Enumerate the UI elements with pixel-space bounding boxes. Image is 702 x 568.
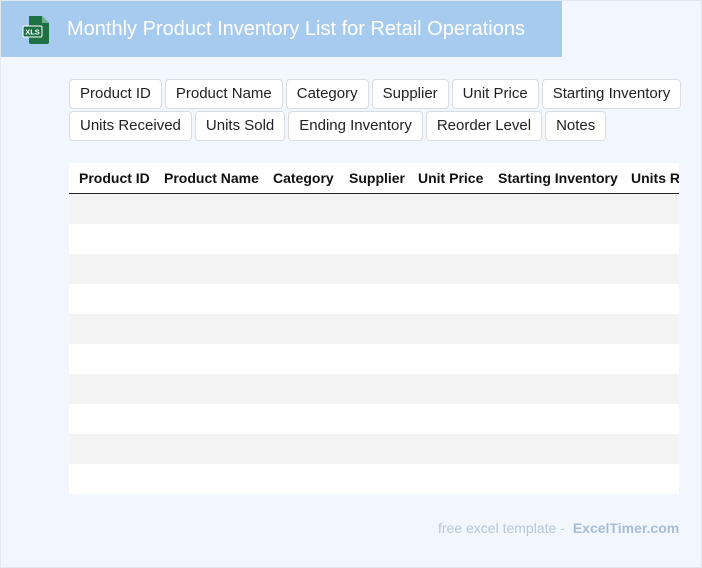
footer-brand-link[interactable]: ExcelTimer.com: [572, 520, 680, 536]
table-row: [69, 284, 679, 314]
column-header-unit-price[interactable]: Unit Price: [418, 170, 484, 186]
inventory-table: Product ID Product Name Category Supplier Un…: [69, 163, 679, 494]
table-row: [69, 404, 679, 434]
field-chip-row: Product ID Product Name Category Supplier Un…: [69, 79, 689, 109]
table-row: [69, 374, 679, 404]
field-chip-ending-inventory[interactable]: Ending Inventory: [288, 111, 423, 141]
table-row: [69, 464, 679, 494]
field-chip-reorder-level[interactable]: Reorder Level: [425, 111, 543, 141]
field-chip-list: Product ID Product Name Category Supplier Un…: [69, 79, 689, 143]
column-header-supplier[interactable]: Supplier: [349, 170, 406, 186]
table-header: Product ID Product Name Category Supplier Un…: [69, 163, 679, 194]
footer-credit: free excel template - ExcelTimer.com: [438, 519, 679, 537]
field-chip-category[interactable]: Category: [285, 79, 369, 109]
column-header-units-received[interactable]: Units Received: [631, 170, 679, 186]
table-row: [69, 434, 679, 464]
excel-file-icon: XLS: [22, 16, 49, 44]
column-header-product-name[interactable]: Product Name: [164, 170, 259, 186]
page-title: Monthly Product Inventory List for Retai…: [67, 18, 525, 40]
title-banner: XLS Monthly Product Inventory List for R…: [1, 1, 562, 57]
field-chip-starting-inventory[interactable]: Starting Inventory: [541, 79, 682, 109]
field-chip-notes[interactable]: Notes: [545, 111, 607, 141]
table-row: [69, 344, 679, 374]
field-chip-supplier[interactable]: Supplier: [371, 79, 449, 109]
table-body: [69, 194, 679, 494]
column-header-starting-inventory[interactable]: Starting Inventory: [498, 170, 618, 186]
field-chip-units-sold[interactable]: Units Sold: [194, 111, 286, 141]
column-header-category[interactable]: Category: [273, 170, 334, 186]
table-row: [69, 314, 679, 344]
field-chip-product-name[interactable]: Product Name: [164, 79, 283, 109]
field-chip-product-id[interactable]: Product ID: [69, 79, 162, 109]
field-chip-unit-price[interactable]: Unit Price: [451, 79, 539, 109]
table-row: [69, 194, 679, 224]
column-header-product-id[interactable]: Product ID: [79, 170, 150, 186]
field-chip-row: Units Received Units Sold Ending Inventory…: [69, 111, 689, 141]
footer-text: free excel template -: [438, 520, 565, 536]
table-row: [69, 254, 679, 284]
field-chip-units-received[interactable]: Units Received: [69, 111, 192, 141]
table-row: [69, 224, 679, 254]
excel-icon-text: XLS: [25, 28, 40, 37]
